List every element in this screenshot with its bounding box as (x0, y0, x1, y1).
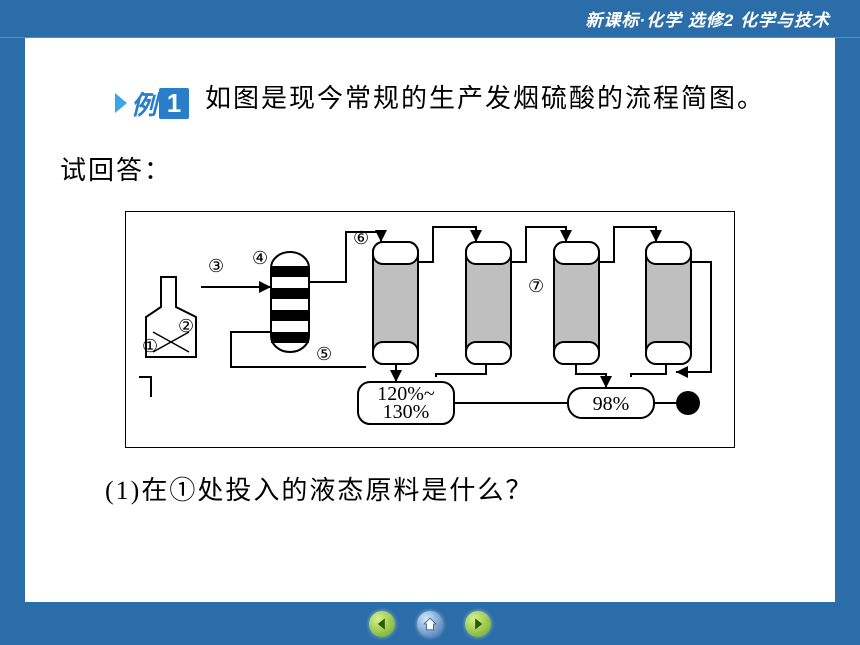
slide-body: 例 1 如图是现今常规的生产发烟硫酸的流程简图。 试回答： 120%~130%9… (25, 38, 835, 602)
question-1: (1)在①处投入的液态原料是什么？ (105, 470, 800, 507)
slide-header: 新课标·化学 选修2 化学与技术 (0, 0, 860, 38)
home-icon (423, 617, 437, 631)
example-tag: 例 1 (115, 85, 189, 122)
svg-text:④: ④ (252, 248, 268, 268)
nav-home-button[interactable] (417, 611, 443, 637)
header-text: 新课标·化学 选修2 化学与技术 (585, 6, 830, 31)
flow-svg: 120%~130%98%①②③④⑤⑥⑦ (136, 222, 726, 432)
svg-text:⑤: ⑤ (316, 344, 332, 364)
example-label: 例 (131, 85, 157, 122)
prompt-line2: 试回答： (60, 150, 800, 187)
svg-text:②: ② (178, 316, 194, 336)
svg-text:⑦: ⑦ (528, 276, 544, 296)
nav-prev-button[interactable] (369, 611, 395, 637)
svg-text:130%: 130% (383, 401, 430, 423)
arrow-left-icon (375, 617, 389, 631)
example-number: 1 (159, 88, 189, 119)
svg-text:③: ③ (208, 256, 224, 276)
flow-diagram: 120%~130%98%①②③④⑤⑥⑦ (125, 211, 735, 448)
example-line: 例 1 如图是现今常规的生产发烟硫酸的流程简图。 (60, 78, 800, 122)
prompt-line1: 如图是现今常规的生产发烟硫酸的流程简图。 (205, 84, 765, 113)
nav-bar (0, 611, 860, 637)
arrow-right-icon (471, 617, 485, 631)
svg-text:⑥: ⑥ (353, 228, 369, 248)
triangle-icon (115, 93, 127, 113)
svg-text:①: ① (142, 336, 158, 356)
svg-text:98%: 98% (593, 393, 630, 415)
nav-next-button[interactable] (465, 611, 491, 637)
